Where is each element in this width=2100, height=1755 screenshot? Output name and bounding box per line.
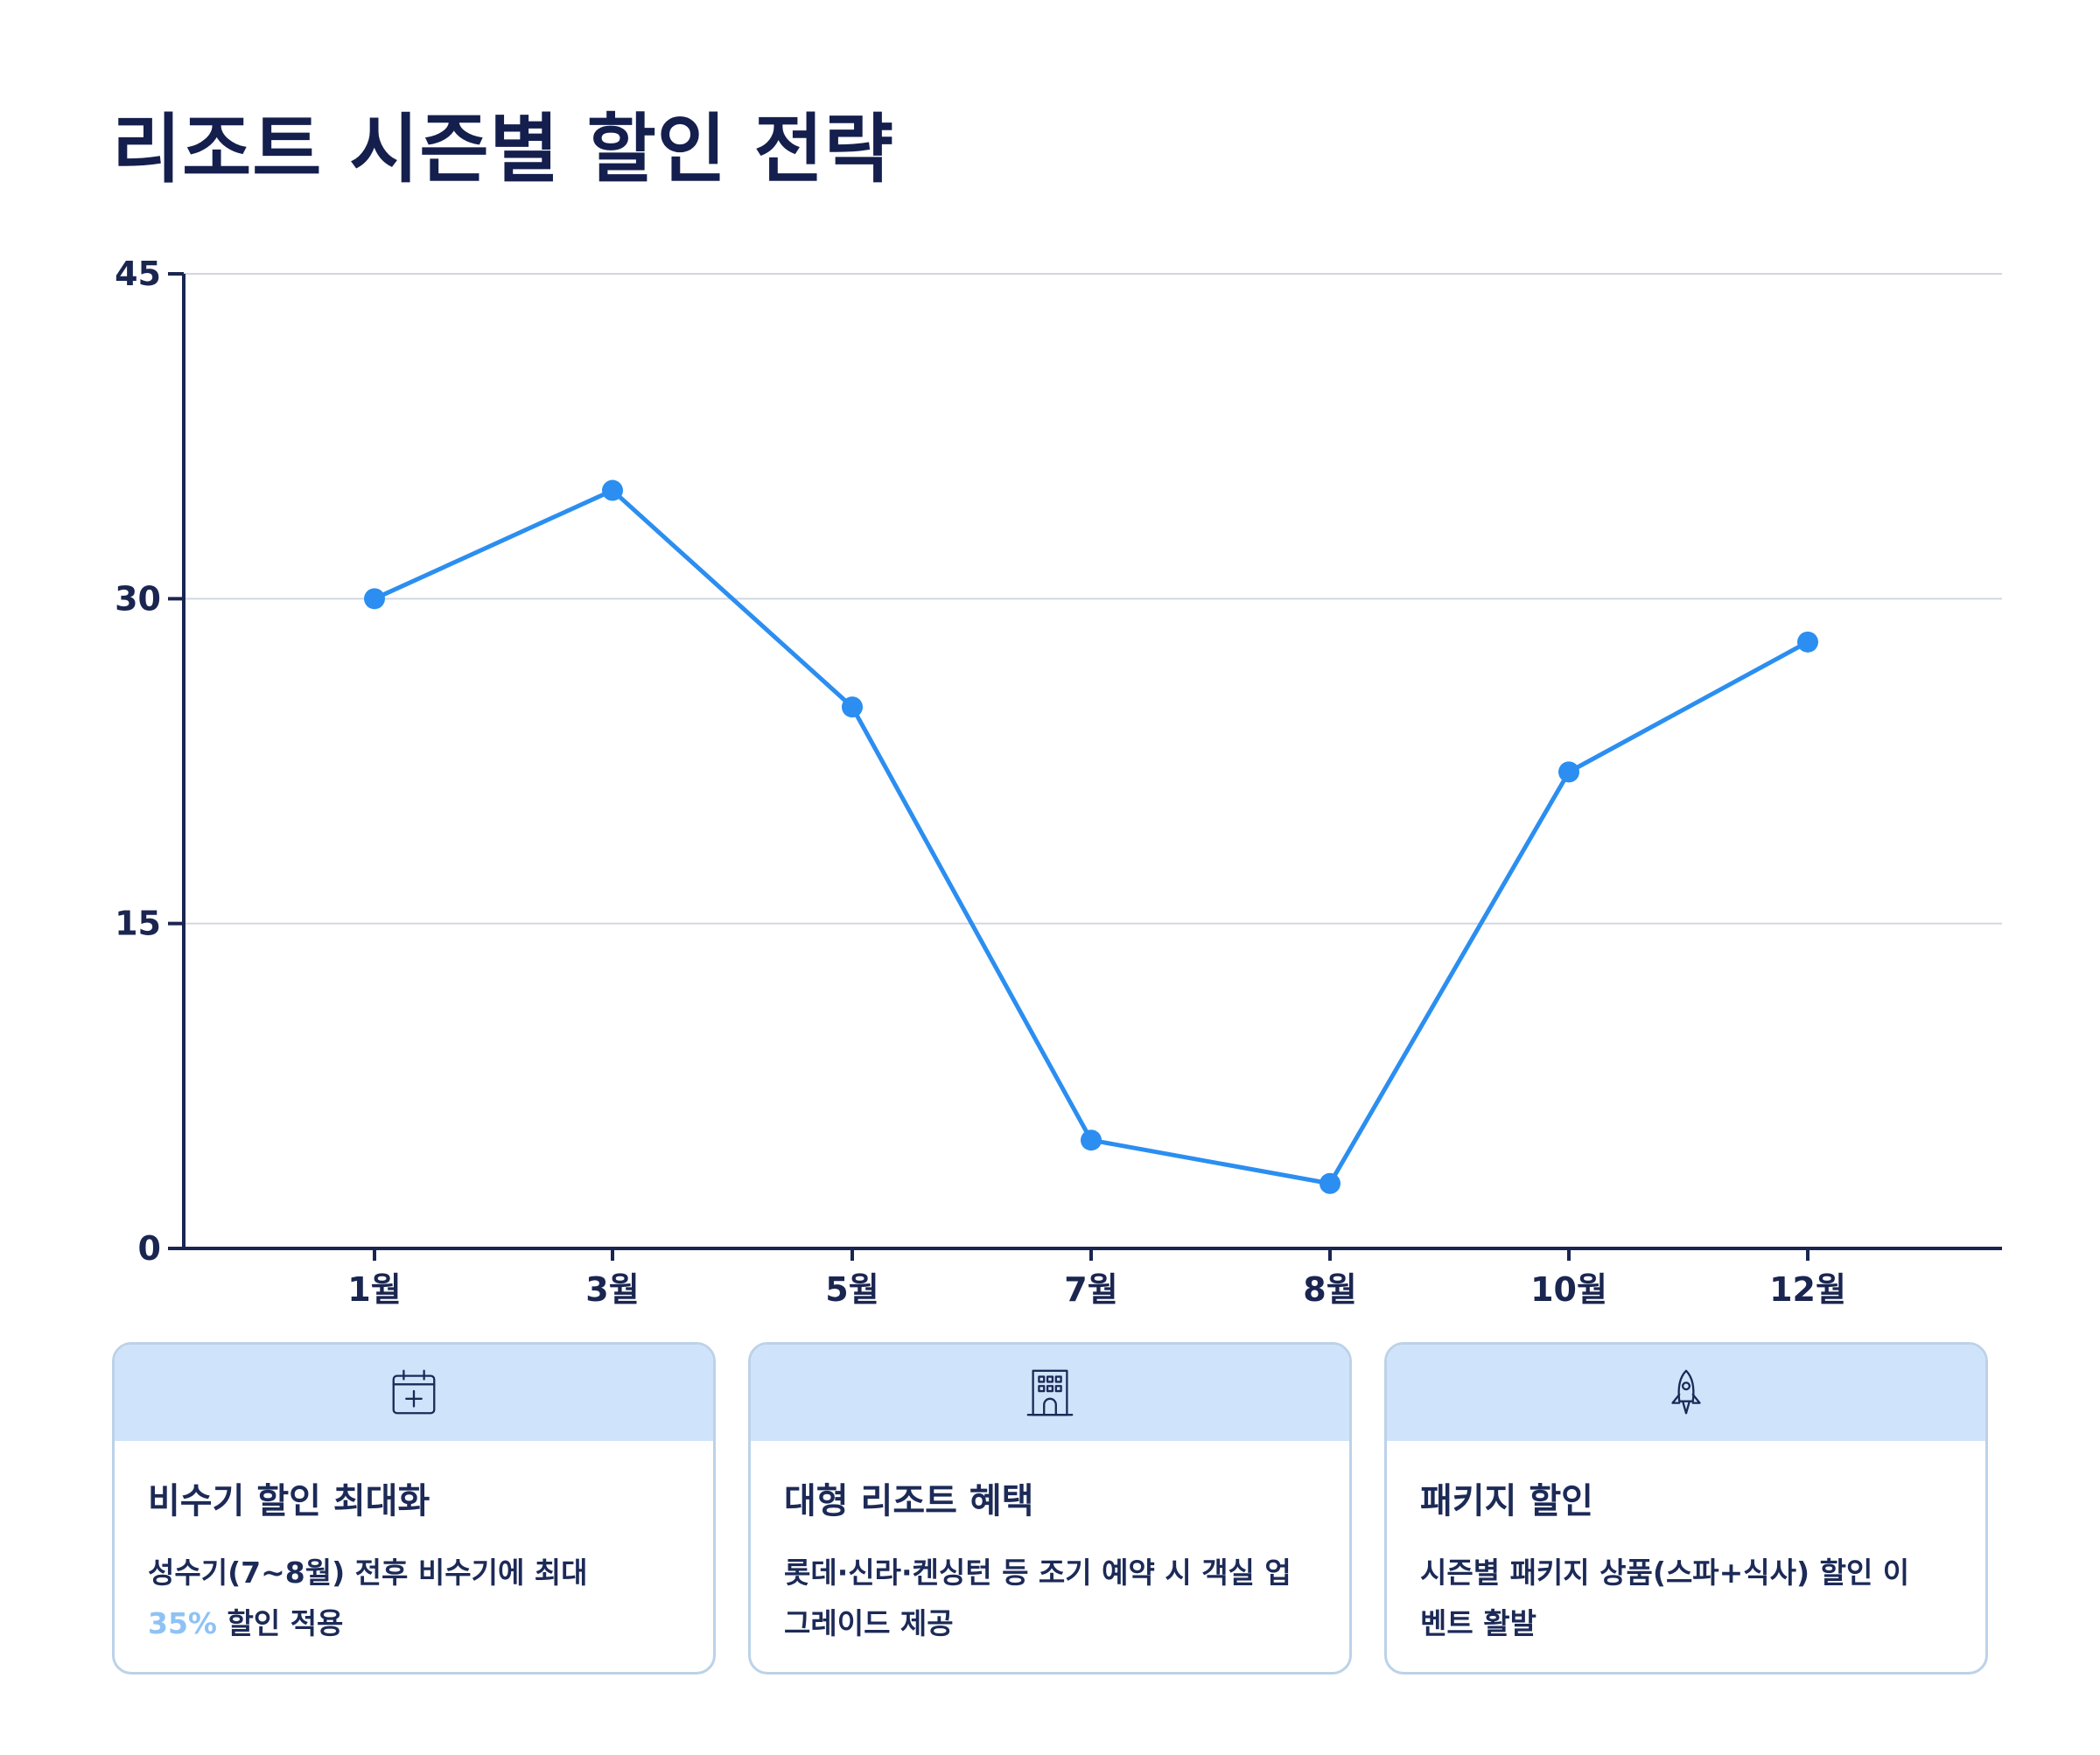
card-text-line: 할인 적용 [217, 1606, 344, 1640]
card-text-line: 벤트 활발 [1420, 1606, 1536, 1640]
card-title: 대형 리조트 혜택 [784, 1481, 1034, 1521]
card-text-line: 성수기(7~8월) 전후 비수기에 최대 [148, 1556, 588, 1590]
card-text-line: 시즌별 패키지 상품(스파+식사) 할인 이 [1420, 1556, 1910, 1590]
x-tick-label: 8월 [1303, 1270, 1356, 1309]
y-tick-label: 0 [138, 1229, 161, 1268]
card-offseason-discount: 비수기 할인 최대화 성수기(7~8월) 전후 비수기에 최대 35% 할인 적… [112, 1342, 716, 1675]
line-chart: 0 15 30 45 1월 3월 5월 7월 8월 10월 12월 [115, 255, 2002, 1309]
data-point [602, 479, 623, 501]
card-header [115, 1345, 713, 1441]
data-point [1320, 1172, 1340, 1194]
data-point [842, 696, 863, 718]
x-tick-label: 1월 [347, 1270, 401, 1309]
card-text-line: 그레이드 제공 [784, 1606, 954, 1640]
card-header [1387, 1345, 1985, 1441]
x-tick-labels: 1월 3월 5월 7월 8월 10월 12월 [347, 1270, 1846, 1309]
card-title: 패키지 할인 [1420, 1481, 1593, 1521]
data-point [364, 588, 385, 610]
card-description: 성수기(7~8월) 전후 비수기에 최대 35% 할인 적용 [148, 1548, 680, 1649]
grid-lines [184, 273, 2002, 925]
x-tick-label: 5월 [825, 1270, 878, 1309]
card-large-resort-benefits: 대형 리조트 혜택 롯데·신라·켄싱턴 등 조기 예약 시 객실 업 그레이드 … [748, 1342, 1352, 1675]
discount-highlight: 35% [148, 1606, 217, 1640]
y-tick-label: 15 [115, 905, 161, 943]
page-title: 리조트 시즌별 할인 전략 [112, 106, 895, 193]
data-point [1797, 631, 1818, 653]
x-tick-label: 3월 [585, 1270, 639, 1309]
series-line [372, 488, 1810, 1186]
y-tick-label: 30 [115, 579, 161, 618]
x-tick-label: 12월 [1769, 1270, 1846, 1309]
card-description: 롯데·신라·켄싱턴 등 조기 예약 시 객실 업 그레이드 제공 [784, 1548, 1316, 1649]
data-series [364, 479, 1818, 1194]
x-tick-label: 7월 [1064, 1270, 1117, 1309]
data-point [1558, 761, 1579, 783]
card-text-line: 롯데·신라·켄싱턴 등 조기 예약 시 객실 업 [784, 1556, 1292, 1590]
card-package-discount: 패키지 할인 시즌별 패키지 상품(스파+식사) 할인 이 벤트 활발 [1384, 1342, 1988, 1675]
y-tick-labels: 0 15 30 45 [115, 255, 161, 1268]
rocket-icon [1671, 1369, 1701, 1415]
y-tick-label: 45 [115, 255, 161, 293]
calendar-plus-icon [392, 1369, 436, 1415]
x-tick-label: 10월 [1530, 1270, 1607, 1309]
card-header [751, 1345, 1349, 1441]
building-icon [1026, 1369, 1074, 1416]
axes [168, 272, 2002, 1261]
data-point [1081, 1129, 1102, 1151]
card-description: 시즌별 패키지 상품(스파+식사) 할인 이 벤트 활발 [1420, 1548, 1952, 1649]
card-title: 비수기 할인 최대화 [148, 1481, 430, 1521]
